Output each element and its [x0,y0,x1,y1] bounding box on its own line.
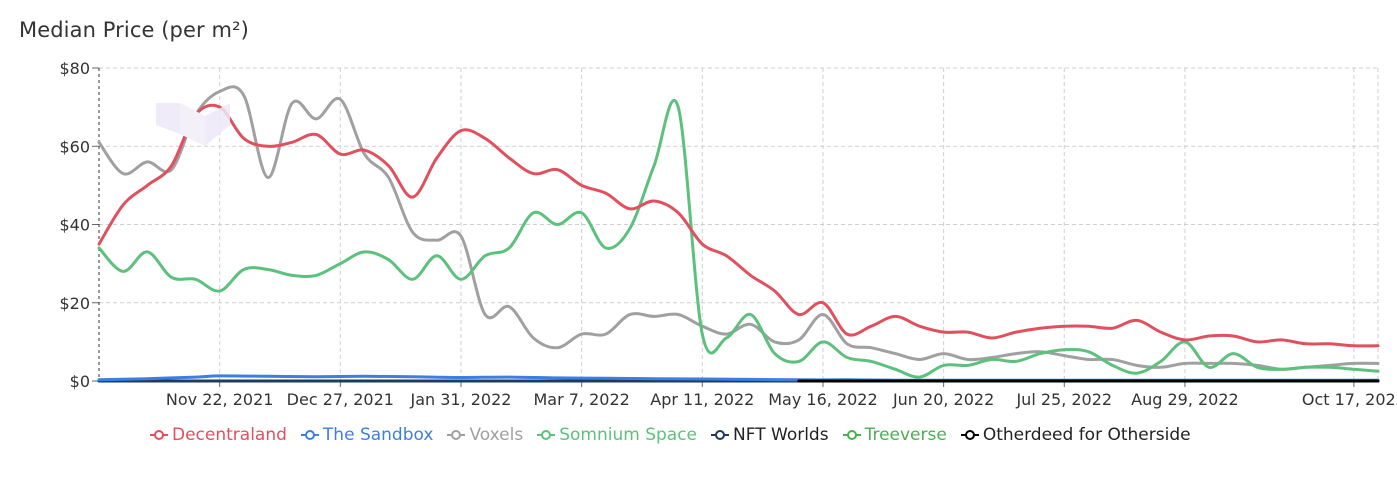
legend-item-treeverse[interactable]: Treeverse [842,425,947,445]
series-line-decentraland[interactable] [97,103,1380,348]
y-axis: $0 $20 $40 $60 $80 [59,59,100,391]
y-tick-label: $40 [59,216,90,235]
legend-marker-icon [300,430,319,440]
legend-marker-icon [150,430,168,440]
series-line-voxels[interactable] [97,85,1380,371]
y-tick-label: $80 [59,59,90,78]
legend-marker-icon [447,430,466,440]
chart-title: Median Price (per m²) [19,18,249,42]
legend-label: Decentraland [172,425,287,445]
legend-marker-icon [711,430,730,440]
x-tick-label: Jul 25, 2022 [1015,390,1112,409]
x-tick-label: May 16, 2022 [768,390,877,409]
y-tick-label: $20 [59,294,90,313]
legend-item-voxels[interactable]: Voxels [447,425,523,445]
x-tick-label: Jan 31, 2022 [409,390,511,409]
x-tick-label: Dec 27, 2021 [287,390,394,409]
legend-item-somnium-space[interactable]: Somnium Space [537,425,697,445]
legend-label: Somnium Space [559,425,698,445]
watermark-logo [156,103,230,146]
x-tick-label: Apr 11, 2022 [650,390,754,409]
legend-label: The Sandbox [322,425,434,445]
series-line-somnium-space[interactable] [97,98,1380,379]
x-axis: Nov 22, 2021 Dec 27, 2021 Jan 31, 2022 Mar … [99,380,1397,409]
x-tick-label: Nov 22, 2021 [166,390,274,409]
y-tick-label: $60 [59,137,90,156]
legend-label: Voxels [469,425,524,445]
legend-item-otherdeed-for-otherside[interactable]: Otherdeed for Otherside [960,425,1191,445]
legend-marker-icon [960,430,979,440]
grid-lines [99,67,1379,382]
x-tick-label: Oct 17, 2022 [1302,390,1397,409]
legend-label: Otherdeed for Otherside [982,425,1191,445]
x-tick-label: Jun 20, 2022 [892,390,994,409]
legend-label: Treeverse [864,425,947,445]
legend-marker-icon [537,430,556,440]
legend-item-decentraland[interactable]: Decentraland [150,425,287,445]
legend-marker-icon [842,430,861,440]
legend-item-nft-worlds[interactable]: NFT Worlds [711,425,829,445]
legend-item-the-sandbox[interactable]: The Sandbox [300,425,434,445]
x-tick-label: Mar 7, 2022 [533,390,629,409]
x-tick-label: Aug 29, 2022 [1131,390,1239,409]
legend-label: NFT Worlds [733,425,829,445]
y-tick-label: $0 [70,372,90,391]
series-lines [97,85,1380,383]
